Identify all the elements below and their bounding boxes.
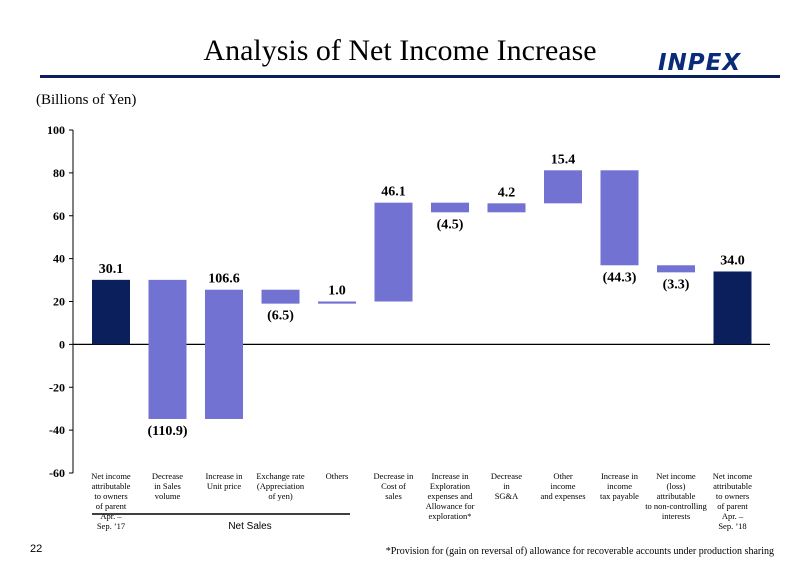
category-label: tax payable xyxy=(600,491,639,501)
bar-data-label: 106.6 xyxy=(208,272,240,287)
category-label: Cost of xyxy=(381,481,406,491)
category-label: Increase in xyxy=(601,471,639,481)
category-label: Other xyxy=(553,471,573,481)
category-label: Exchange rate xyxy=(256,471,305,481)
slide-title: Analysis of Net Income Increase xyxy=(203,34,597,67)
category-label: Sep. ’18 xyxy=(718,521,746,531)
category-label: Net income xyxy=(713,471,753,481)
waterfall-bar xyxy=(205,289,243,419)
title-underline xyxy=(40,75,780,78)
footnote: *Provision for (gain on reversal of) all… xyxy=(385,546,774,557)
category-label: of parent xyxy=(717,501,748,511)
waterfall-bar xyxy=(657,265,695,273)
category-label: attributable xyxy=(713,481,752,491)
category-label: income xyxy=(607,481,632,491)
y-tick-label: 0 xyxy=(59,337,65,351)
category-label: Others xyxy=(326,471,349,481)
category-label: Decrease xyxy=(491,471,522,481)
units-label: (Billions of Yen) xyxy=(36,92,137,108)
bar-data-label: (3.3) xyxy=(663,277,690,292)
category-label: income xyxy=(550,481,575,491)
category-label: to non-controlling xyxy=(645,501,707,511)
category-label: in Sales xyxy=(154,481,181,491)
category-label: sales xyxy=(385,491,402,501)
bar-data-label: (4.5) xyxy=(437,217,464,232)
waterfall-bar xyxy=(487,203,526,213)
category-label: of parent xyxy=(96,501,127,511)
net-sales-group-label: Net Sales xyxy=(228,521,271,532)
category-label: Increase in xyxy=(205,471,243,481)
waterfall-bar xyxy=(374,202,413,302)
category-label: in xyxy=(503,481,510,491)
category-label: exploration* xyxy=(429,511,472,521)
waterfall-bar xyxy=(92,279,130,345)
category-label: Unit price xyxy=(207,481,241,491)
category-label: Decrease xyxy=(152,471,183,481)
bar-data-label: (6.5) xyxy=(267,309,294,324)
category-label: Net income xyxy=(656,471,696,481)
waterfall-bar xyxy=(148,279,187,419)
inpex-logo: INPEX xyxy=(658,50,742,76)
y-tick-label: -40 xyxy=(49,423,65,437)
category-label: (loss) xyxy=(667,481,686,491)
waterfall-bar xyxy=(544,170,582,204)
waterfall-bar xyxy=(318,301,356,304)
y-tick-label: 60 xyxy=(53,209,65,223)
y-tick-label: 80 xyxy=(53,166,65,180)
category-label: Sep. ’17 xyxy=(97,521,125,531)
category-label: Decrease in xyxy=(374,471,415,481)
category-label: Apr. – xyxy=(722,511,744,521)
bar-data-label: 30.1 xyxy=(99,262,124,277)
bar-data-label: 4.2 xyxy=(498,185,516,200)
y-tick-label: -60 xyxy=(49,466,65,480)
category-label: of yen) xyxy=(268,491,292,501)
bar-data-label: 34.0 xyxy=(720,253,745,268)
bar-data-label: 1.0 xyxy=(328,284,346,299)
bar-data-label: 15.4 xyxy=(551,152,576,167)
waterfall-bar xyxy=(431,202,469,213)
bar-data-label: 46.1 xyxy=(381,185,406,200)
y-tick-label: 100 xyxy=(47,123,65,137)
category-label: attributable xyxy=(92,481,131,491)
bar-data-label: (44.3) xyxy=(603,270,637,285)
waterfall-bar xyxy=(713,271,752,345)
category-label: to owners xyxy=(716,491,749,501)
category-label: to owners xyxy=(94,491,127,501)
category-label: volume xyxy=(155,491,181,501)
category-label: (Appreciation xyxy=(257,481,305,491)
category-label: Increase in xyxy=(431,471,469,481)
waterfall-bar xyxy=(600,170,639,266)
category-label: and expenses xyxy=(540,491,585,501)
category-label: interests xyxy=(662,511,690,521)
y-tick-label: 20 xyxy=(53,295,65,309)
waterfall-bar xyxy=(261,289,300,304)
category-label: Apr. – xyxy=(100,511,122,521)
category-label: SG&A xyxy=(495,491,519,501)
category-label: Allowance for xyxy=(426,501,475,511)
y-tick-label: 40 xyxy=(53,252,65,266)
category-label: attributable xyxy=(657,491,696,501)
category-label: expenses and xyxy=(427,491,473,501)
bar-data-label: (110.9) xyxy=(147,424,187,439)
category-label: Exploration xyxy=(430,481,471,491)
category-label: Net income xyxy=(91,471,131,481)
y-tick-label: -20 xyxy=(49,380,65,394)
page-number: 22 xyxy=(30,543,43,555)
